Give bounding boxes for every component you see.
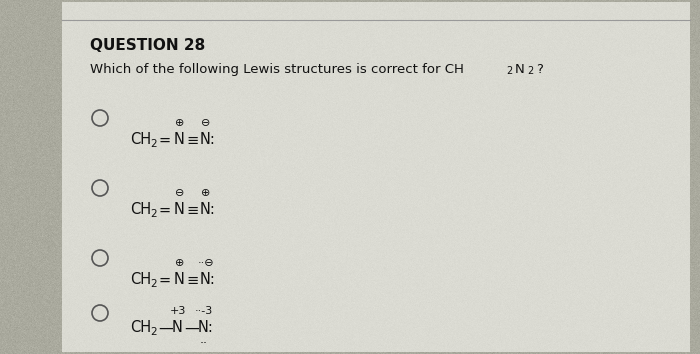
- Text: CH: CH: [130, 132, 151, 148]
- Text: 2: 2: [150, 279, 157, 289]
- Text: 2: 2: [150, 139, 157, 149]
- Text: CH: CH: [130, 320, 151, 336]
- Text: —: —: [184, 320, 199, 336]
- Text: N:: N:: [200, 202, 216, 217]
- Text: —: —: [158, 320, 173, 336]
- Text: ⊕: ⊕: [175, 118, 185, 128]
- FancyBboxPatch shape: [62, 2, 690, 352]
- Text: ≡: ≡: [186, 132, 198, 148]
- Text: Which of the following Lewis structures is correct for CH: Which of the following Lewis structures …: [90, 63, 464, 76]
- Text: =: =: [158, 273, 170, 287]
- Text: ··-3: ··-3: [195, 306, 213, 316]
- Text: ≡: ≡: [186, 273, 198, 287]
- Text: N:: N:: [200, 273, 216, 287]
- Text: N: N: [174, 273, 185, 287]
- Text: ⊕: ⊕: [175, 258, 185, 268]
- Text: ⊖: ⊖: [202, 118, 211, 128]
- Text: +3: +3: [170, 306, 186, 316]
- Text: ⊖: ⊖: [175, 188, 185, 198]
- Text: ?: ?: [536, 63, 543, 76]
- Text: 2: 2: [150, 209, 157, 219]
- Text: ⊕: ⊕: [202, 188, 211, 198]
- Text: ≡: ≡: [186, 202, 198, 217]
- Text: N:: N:: [198, 320, 214, 336]
- Text: N: N: [174, 132, 185, 148]
- Text: QUESTION 28: QUESTION 28: [90, 38, 205, 53]
- Text: 2: 2: [506, 66, 512, 76]
- Text: =: =: [158, 132, 170, 148]
- Text: N:: N:: [200, 132, 216, 148]
- Text: 2: 2: [150, 327, 157, 337]
- Text: N: N: [515, 63, 525, 76]
- Text: ··: ··: [200, 337, 208, 350]
- Text: =: =: [158, 202, 170, 217]
- Text: N: N: [172, 320, 183, 336]
- Text: 2: 2: [527, 66, 533, 76]
- Text: ··⊖: ··⊖: [197, 258, 214, 268]
- Text: CH: CH: [130, 202, 151, 217]
- Text: CH: CH: [130, 273, 151, 287]
- Text: N: N: [174, 202, 185, 217]
